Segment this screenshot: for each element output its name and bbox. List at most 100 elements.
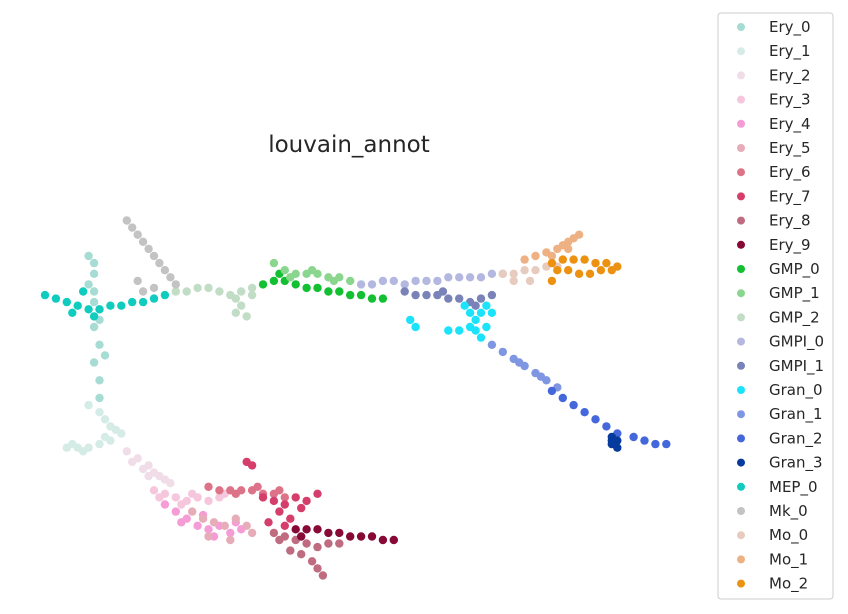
point-mo-2-8: [564, 266, 573, 275]
point-ery-0-8: [84, 280, 93, 289]
legend-label: GMPI_1: [769, 357, 824, 376]
point-ery-1-2: [100, 415, 110, 424]
point-ery-7-8: [297, 503, 306, 513]
point-mk-0-11: [138, 287, 148, 296]
legend-item-gmpi-1: GMPI_1: [737, 357, 824, 376]
point-ery-8-9: [307, 557, 317, 566]
point-gran-0-1: [465, 308, 475, 317]
point-ery-4-4: [204, 525, 213, 534]
point-ery-5-3: [220, 521, 229, 530]
point-gmp-2-10: [242, 312, 251, 321]
point-gmp-2-8: [231, 294, 240, 303]
point-ery-2-8: [166, 479, 175, 488]
point-mo-0-0: [498, 269, 507, 278]
point-mo-1-9: [564, 244, 573, 254]
point-ery-1-12: [100, 432, 110, 442]
point-gmp-2-9: [237, 301, 246, 310]
point-gmp-2-0: [171, 287, 180, 296]
point-ery-0-0: [84, 251, 93, 261]
point-gran-2-5: [602, 422, 611, 431]
legend-marker: [737, 95, 745, 104]
legend-label: Ery_3: [769, 91, 811, 110]
legend-label: GMP_2: [769, 308, 820, 327]
point-ery-6-8: [231, 489, 240, 498]
legend-marker: [737, 144, 745, 152]
point-mk-0-6: [155, 258, 164, 268]
point-ery-5-6: [204, 532, 213, 541]
point-gran-0-11: [444, 326, 453, 335]
point-gmp-1-10: [329, 276, 339, 286]
point-mk-0-1: [128, 223, 137, 232]
point-ery-0-2: [89, 287, 99, 296]
legend-label: Mo_2: [769, 575, 808, 594]
point-gmp-0-11: [378, 294, 388, 303]
point-mo-2-10: [585, 269, 595, 278]
point-ery-9-1: [302, 525, 311, 534]
point-gmp-1-7: [346, 276, 355, 286]
point-ery-5-8: [247, 528, 257, 538]
point-ery-0-7: [95, 376, 104, 385]
point-gmpi-0-8: [444, 273, 453, 282]
legend-item-ery-8: Ery_8: [737, 212, 811, 231]
point-gran-2-1: [558, 393, 567, 403]
point-mo-2-1: [558, 255, 567, 264]
legend: Ery_0 Ery_1 Ery_2 Ery_3 Ery_4 Ery_5 Ery_6 Ery_7…: [717, 12, 834, 600]
point-ery-7-0: [258, 493, 268, 502]
point-ery-9-9: [389, 535, 398, 545]
point-ery-6-9: [253, 482, 262, 491]
legend-marker: [737, 168, 745, 177]
point-gmp-0-6: [324, 287, 333, 296]
point-ery-1-10: [68, 439, 77, 449]
point-mo-2-5: [602, 258, 611, 268]
point-mo-0-2: [520, 266, 529, 275]
point-mo-2-3: [580, 255, 589, 264]
legend-item-ery-6: Ery_6: [737, 163, 811, 182]
point-gmp-2-1: [182, 287, 191, 296]
point-ery-0-12: [95, 393, 104, 403]
point-gmpi-0-0: [356, 280, 366, 289]
point-gmp-0-0: [258, 280, 268, 289]
legend-item-ery-4: Ery_4: [737, 115, 811, 134]
legend-label: Ery_7: [769, 187, 811, 206]
point-ery-9-8: [378, 535, 388, 545]
point-ery-5-5: [242, 521, 251, 530]
legend-item-mep-0: MEP_0: [737, 478, 818, 497]
point-mo-2-11: [596, 266, 606, 275]
legend-marker: [737, 386, 745, 394]
point-ery-0-1: [89, 269, 99, 278]
legend-label: Ery_0: [769, 18, 811, 37]
point-ery-8-3: [302, 539, 311, 548]
point-gmpi-1-8: [487, 290, 497, 300]
legend-item-gmp-0: GMP_0: [737, 260, 820, 279]
point-gmpi-1-7: [476, 294, 486, 303]
point-mk-0-7: [160, 266, 170, 275]
legend-label: Ery_6: [769, 163, 811, 182]
point-ery-1-6: [95, 439, 104, 449]
point-ery-1-1: [95, 408, 104, 417]
point-gmpi-1-1: [411, 290, 420, 300]
legend-marker: [737, 119, 745, 128]
point-gran-2-8: [640, 436, 649, 445]
point-ery-7-3: [291, 493, 300, 502]
point-ery-8-7: [286, 546, 295, 555]
point-gmp-2-4: [215, 287, 224, 296]
point-ery-2-6: [128, 457, 137, 467]
point-gran-1-0: [487, 340, 497, 349]
point-gmpi-0-10: [465, 273, 475, 282]
legend-marker: [737, 458, 745, 467]
legend-item-ery-0: Ery_0: [737, 18, 811, 37]
point-ery-7-12: [247, 461, 257, 470]
chart-title: louvain_annot: [268, 132, 430, 158]
point-ery-7-5: [313, 489, 322, 498]
point-gran-1-8: [515, 358, 524, 367]
point-ery-8-4: [313, 542, 322, 552]
point-ery-0-11: [100, 351, 110, 360]
legend-marker: [737, 313, 745, 322]
point-gran-1-1: [498, 347, 507, 357]
point-ery-9-2: [313, 525, 322, 534]
point-ery-8-8: [297, 550, 306, 559]
point-gran-0-0: [460, 301, 469, 310]
legend-item-mk-0: Mk_0: [737, 502, 808, 521]
legend-item-gmp-1: GMP_1: [737, 284, 820, 303]
